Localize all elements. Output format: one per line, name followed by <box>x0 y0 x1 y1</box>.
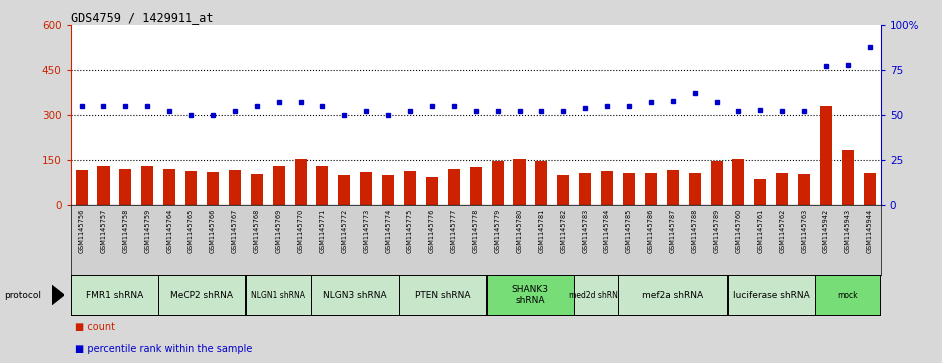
Text: GSM1145786: GSM1145786 <box>648 208 654 253</box>
Bar <box>842 150 854 205</box>
Bar <box>404 171 416 205</box>
Text: GSM1145944: GSM1145944 <box>867 208 873 253</box>
Text: ■ count: ■ count <box>75 322 115 332</box>
Text: GSM1145766: GSM1145766 <box>210 208 216 253</box>
Text: GSM1145943: GSM1145943 <box>845 208 851 253</box>
Bar <box>864 172 876 205</box>
Text: GDS4759 / 1429911_at: GDS4759 / 1429911_at <box>71 11 213 24</box>
Text: GSM1145772: GSM1145772 <box>341 208 348 253</box>
Bar <box>295 159 306 205</box>
Bar <box>733 159 744 205</box>
Bar <box>317 166 329 205</box>
Bar <box>535 160 547 205</box>
Bar <box>382 175 394 205</box>
Text: GSM1145770: GSM1145770 <box>298 208 303 253</box>
Bar <box>470 167 481 205</box>
Text: GSM1145784: GSM1145784 <box>604 208 610 253</box>
Text: GSM1145785: GSM1145785 <box>626 208 632 253</box>
Bar <box>97 166 109 205</box>
Text: mock: mock <box>837 290 858 299</box>
Text: GSM1145780: GSM1145780 <box>516 208 523 253</box>
Bar <box>163 169 175 205</box>
Text: GSM1145778: GSM1145778 <box>473 208 479 253</box>
Bar <box>251 174 263 205</box>
Text: GSM1145758: GSM1145758 <box>122 208 128 253</box>
Text: GSM1145757: GSM1145757 <box>101 208 106 253</box>
Text: GSM1145765: GSM1145765 <box>188 208 194 253</box>
Text: GSM1145788: GSM1145788 <box>691 208 698 253</box>
Bar <box>776 172 788 205</box>
Bar <box>492 160 504 205</box>
Text: GSM1145783: GSM1145783 <box>582 208 588 253</box>
Bar <box>229 170 241 205</box>
Text: GSM1145777: GSM1145777 <box>451 208 457 253</box>
Bar <box>272 166 284 205</box>
Polygon shape <box>52 285 64 305</box>
Text: GSM1145789: GSM1145789 <box>713 208 720 253</box>
Text: GSM1145774: GSM1145774 <box>385 208 391 253</box>
Bar <box>645 172 657 205</box>
Text: mef2a shRNA: mef2a shRNA <box>642 290 703 299</box>
Text: GSM1145761: GSM1145761 <box>757 208 763 253</box>
Bar <box>601 171 613 205</box>
Text: GSM1145776: GSM1145776 <box>429 208 435 253</box>
Text: GSM1145781: GSM1145781 <box>539 208 544 253</box>
Text: luciferase shRNA: luciferase shRNA <box>733 290 809 299</box>
Text: GSM1145779: GSM1145779 <box>495 208 500 253</box>
Bar <box>141 166 154 205</box>
Text: GSM1145760: GSM1145760 <box>736 208 741 253</box>
Text: MeCP2 shRNA: MeCP2 shRNA <box>171 290 234 299</box>
Bar <box>426 176 438 205</box>
Text: GSM1145771: GSM1145771 <box>319 208 325 253</box>
Text: GSM1145767: GSM1145767 <box>232 208 238 253</box>
Text: GSM1145764: GSM1145764 <box>166 208 172 253</box>
Bar <box>579 172 592 205</box>
Bar <box>338 175 350 205</box>
Text: GSM1145942: GSM1145942 <box>823 208 829 253</box>
Text: GSM1145756: GSM1145756 <box>78 208 85 253</box>
Text: NLGN3 shRNA: NLGN3 shRNA <box>323 290 387 299</box>
Text: SHANK3
shRNA: SHANK3 shRNA <box>512 285 548 305</box>
Bar <box>820 106 832 205</box>
Text: GSM1145773: GSM1145773 <box>364 208 369 253</box>
Bar <box>185 171 197 205</box>
Bar <box>755 179 767 205</box>
Text: protocol: protocol <box>4 290 41 299</box>
Bar <box>120 169 131 205</box>
Text: NLGN1 shRNA: NLGN1 shRNA <box>252 290 305 299</box>
Text: GSM1145759: GSM1145759 <box>144 208 151 253</box>
Bar <box>689 172 701 205</box>
Text: med2d shRNA: med2d shRNA <box>569 290 623 299</box>
Bar <box>513 159 526 205</box>
Bar <box>558 175 569 205</box>
Bar <box>207 172 219 205</box>
Text: ■ percentile rank within the sample: ■ percentile rank within the sample <box>75 344 252 354</box>
Text: GSM1145775: GSM1145775 <box>407 208 413 253</box>
Text: FMR1 shRNA: FMR1 shRNA <box>86 290 143 299</box>
Text: GSM1145787: GSM1145787 <box>670 208 675 253</box>
Bar <box>710 160 723 205</box>
Bar <box>667 170 679 205</box>
Text: GSM1145762: GSM1145762 <box>779 208 786 253</box>
Text: PTEN shRNA: PTEN shRNA <box>414 290 470 299</box>
Text: GSM1145769: GSM1145769 <box>276 208 282 253</box>
Bar <box>798 174 810 205</box>
Bar <box>623 172 635 205</box>
Text: GSM1145782: GSM1145782 <box>560 208 566 253</box>
Text: GSM1145768: GSM1145768 <box>253 208 260 253</box>
Bar <box>75 170 88 205</box>
Text: GSM1145763: GSM1145763 <box>801 208 807 253</box>
Bar <box>447 169 460 205</box>
Bar <box>360 172 372 205</box>
